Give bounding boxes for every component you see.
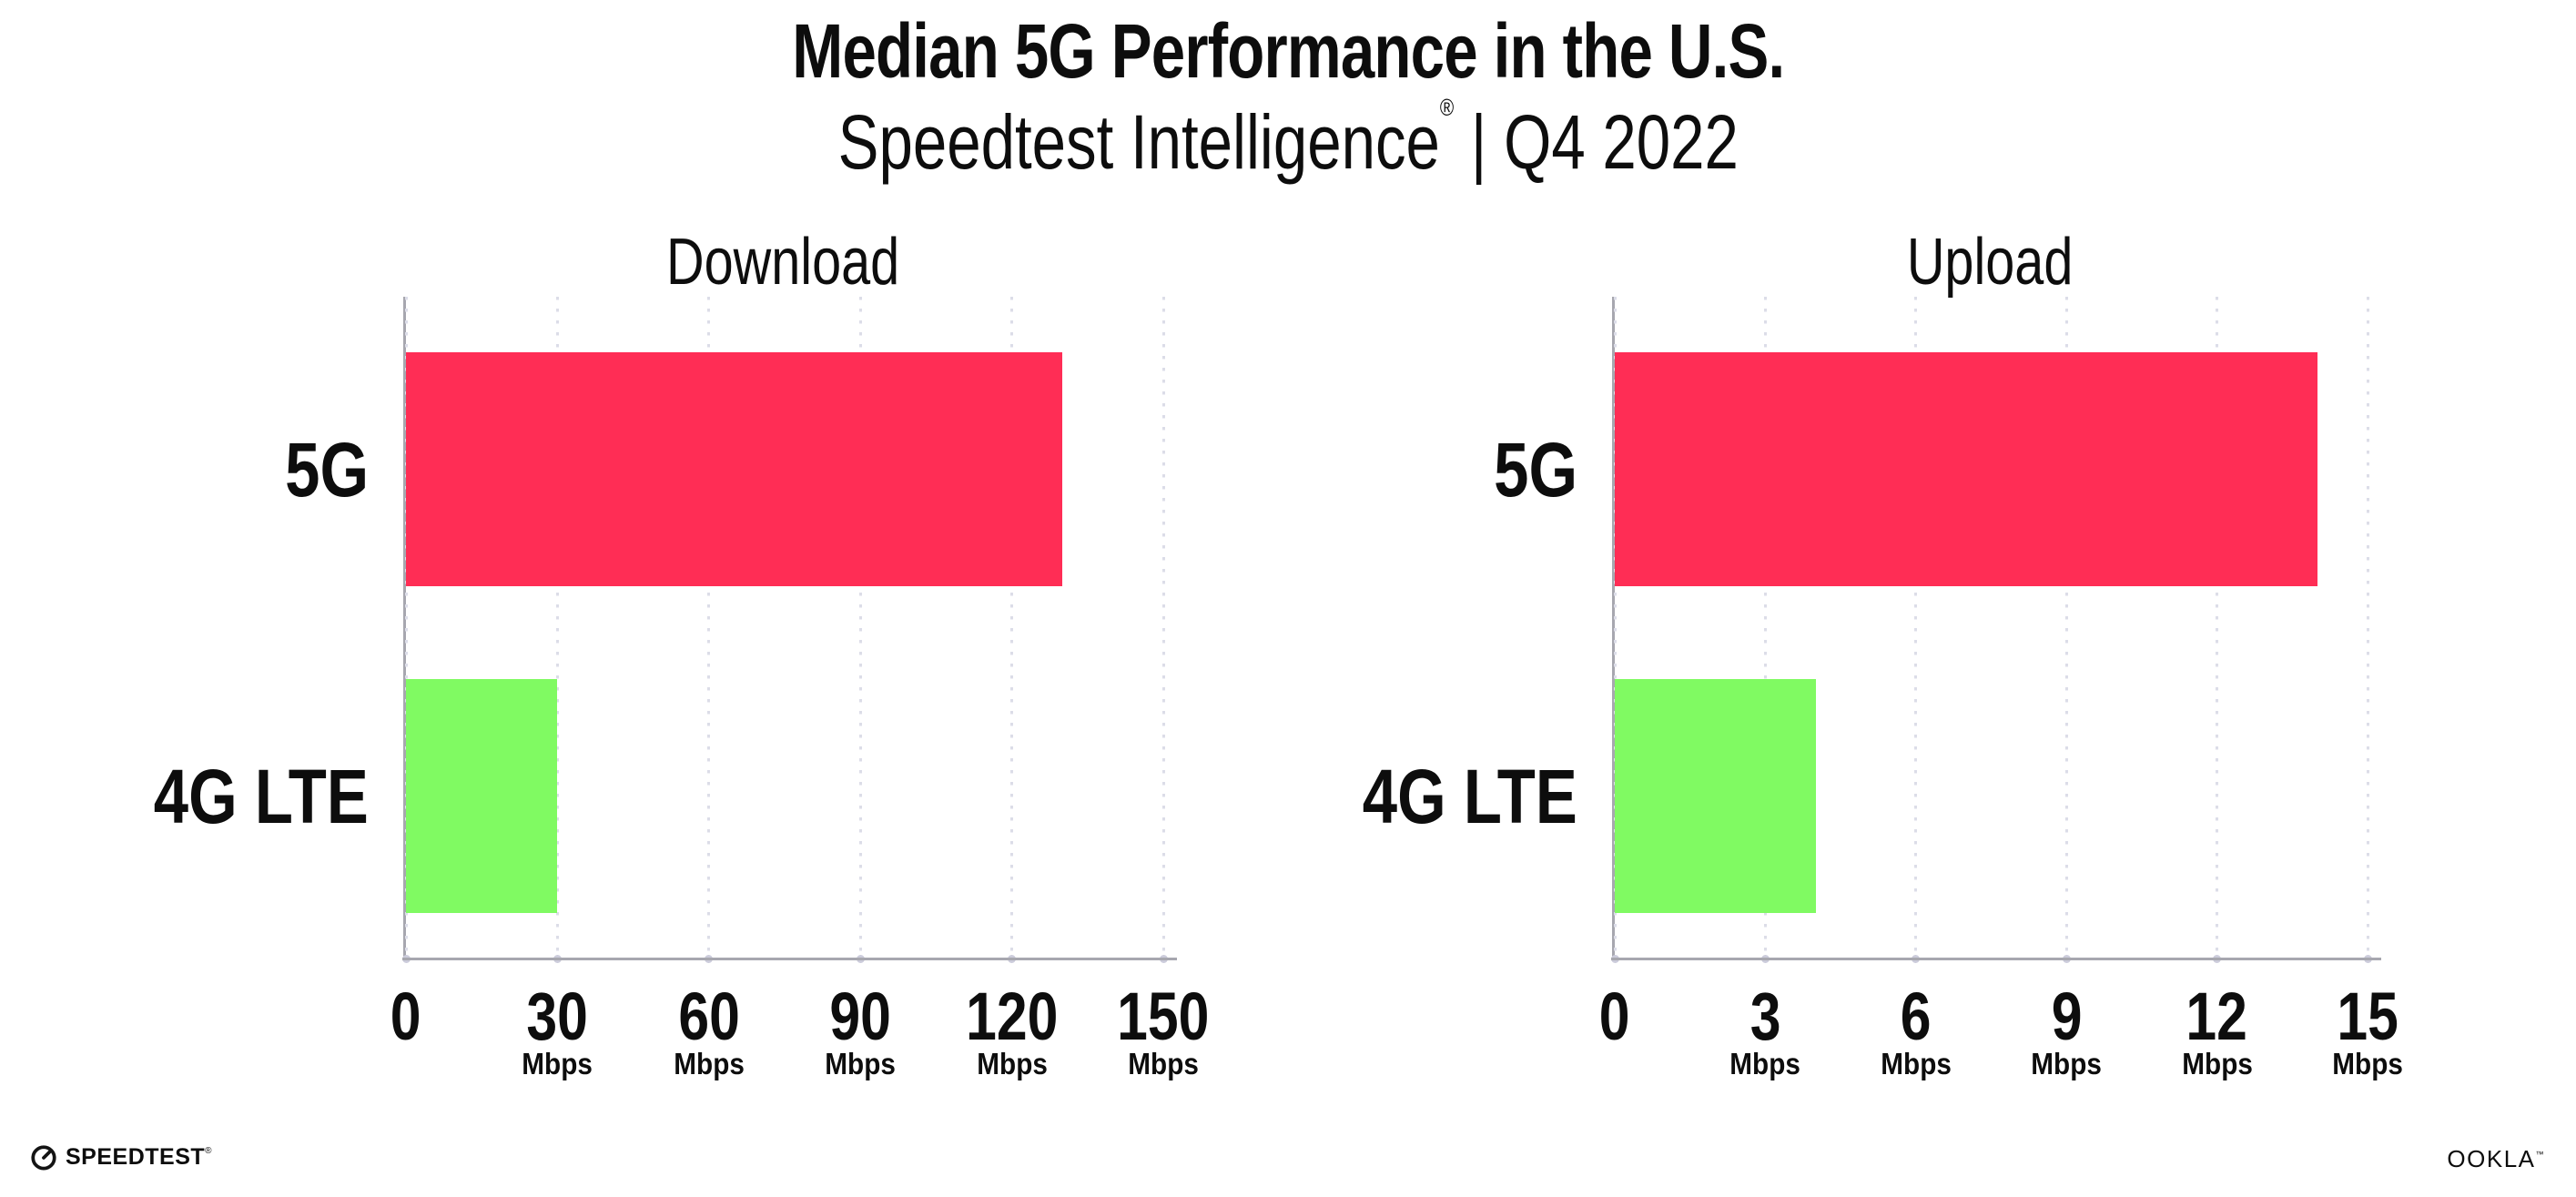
tick-label: 60 (609, 983, 809, 1050)
tick-label: 6 (1816, 983, 2016, 1050)
tick-unit: Mbps (1966, 1049, 2166, 1079)
gridline (2363, 297, 2372, 963)
tick-label: 30 (457, 983, 657, 1050)
chart-title-upload: Upload (1612, 229, 2368, 295)
page-title: Median 5G Performance in the U.S. (0, 11, 2576, 91)
ookla-logo: OOKLA™ (2447, 1145, 2545, 1173)
speedtest-gauge-icon (31, 1145, 56, 1171)
tick-label-text: 120 (965, 979, 1059, 1054)
tick-label: 0 (1515, 983, 1715, 1050)
row-label-text: 4G LTE (1362, 753, 1577, 839)
subtitle: Speedtest Intelligence® | Q4 2022 (0, 95, 2576, 184)
tick-label: 12 (2117, 983, 2317, 1050)
tick-unit-text: Mbps (1881, 1047, 1952, 1080)
tick-unit-text: Mbps (1729, 1047, 1801, 1080)
row-label-text: 5G (1494, 426, 1577, 512)
bar-4g-lte (406, 679, 558, 913)
tick-label-text: 9 (2051, 979, 2083, 1054)
tick-unit: Mbps (2117, 1049, 2317, 1079)
tick-label-text: 90 (829, 979, 891, 1054)
x-axis-line-download (402, 958, 1177, 960)
tick-unit-text: Mbps (674, 1047, 745, 1080)
subtitle-brand: Speedtest Intelligence (837, 99, 1440, 185)
row-label-5g: 5G (0, 422, 369, 517)
tick-unit-text: Mbps (825, 1047, 896, 1080)
tick-label-text: 15 (2337, 979, 2399, 1054)
tick-label: 120 (912, 983, 1112, 1050)
tick-unit-text: Mbps (2332, 1047, 2403, 1080)
tick-label: 0 (306, 983, 506, 1050)
gridline (1159, 297, 1168, 963)
registered-mark-icon: ® (1439, 94, 1454, 121)
bar-5g (1615, 352, 2317, 586)
row-label-4g-lte: 4G LTE (0, 749, 369, 844)
row-label-4g-lte: 4G LTE (1193, 749, 1577, 844)
tick-label-text: 6 (1900, 979, 1932, 1054)
chart-title-download: Download (403, 229, 1163, 295)
row-label-text: 5G (285, 426, 369, 512)
page-title-text: Median 5G Performance in the U.S. (791, 8, 1785, 94)
ookla-wordmark: OOKLA™ (2447, 1145, 2545, 1172)
tick-unit: Mbps (1063, 1049, 1263, 1079)
chart-title-text: Download (666, 226, 900, 299)
chart-title-text: Upload (1906, 226, 2074, 299)
subtitle-text: Speedtest Intelligence® | Q4 2022 (837, 95, 1738, 184)
tick-unit-text: Mbps (2181, 1047, 2253, 1080)
tick-label: 15 (2267, 983, 2468, 1050)
tick-label: 9 (1966, 983, 2166, 1050)
tick-unit: Mbps (760, 1049, 960, 1079)
ookla-label: OOKLA (2447, 1145, 2536, 1172)
ookla-trademark-icon: ™ (2535, 1150, 2545, 1159)
tick-label-text: 30 (526, 979, 589, 1054)
tick-label-text: 0 (1599, 979, 1630, 1054)
subtitle-period: Q4 2022 (1503, 99, 1739, 185)
bar-5g (406, 352, 1063, 586)
tick-unit: Mbps (457, 1049, 657, 1079)
tick-unit-text: Mbps (1128, 1047, 1199, 1080)
tick-unit: Mbps (1665, 1049, 1865, 1079)
x-axis-line-upload (1611, 958, 2381, 960)
tick-label-text: 3 (1749, 979, 1781, 1054)
tick-unit: Mbps (609, 1049, 809, 1079)
tick-label-text: 12 (2186, 979, 2248, 1054)
tick-label: 3 (1665, 983, 1865, 1050)
tick-label: 90 (760, 983, 960, 1050)
tick-unit: Mbps (1816, 1049, 2016, 1079)
tick-label: 150 (1063, 983, 1263, 1050)
tick-label-text: 150 (1117, 979, 1210, 1054)
tick-unit: Mbps (2267, 1049, 2468, 1079)
row-label-5g: 5G (1193, 422, 1577, 517)
speedtest-logo: SPEEDTEST® (30, 1143, 212, 1171)
tick-unit-text: Mbps (2031, 1047, 2102, 1080)
tick-label-text: 60 (678, 979, 740, 1054)
bar-4g-lte (1615, 679, 1816, 913)
row-label-text: 4G LTE (153, 753, 369, 839)
tick-label-text: 0 (390, 979, 421, 1054)
speedtest-label: SPEEDTEST (66, 1143, 206, 1170)
speedtest-wordmark: SPEEDTEST® (66, 1144, 212, 1171)
tick-unit-text: Mbps (976, 1047, 1048, 1080)
tick-unit-text: Mbps (522, 1047, 593, 1080)
tick-unit: Mbps (912, 1049, 1112, 1079)
speedtest-trademark-icon: ® (205, 1145, 213, 1156)
subtitle-separator: | (1454, 99, 1504, 185)
